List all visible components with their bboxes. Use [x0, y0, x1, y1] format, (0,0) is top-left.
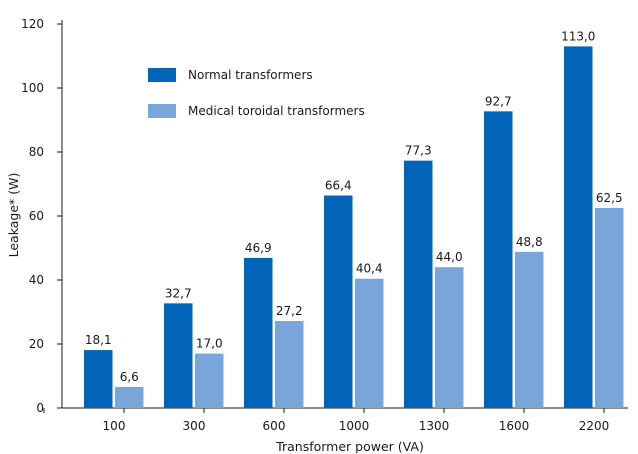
bar-medical-300 [195, 353, 224, 408]
y-axis: 0 20 40 60 80 100 120 [21, 17, 63, 415]
data-label: 92,7 [485, 94, 512, 108]
bar-normal-1300 [404, 160, 433, 408]
bar-normal-2200 [564, 46, 593, 409]
x-tick-label: 100 [103, 419, 126, 433]
legend-swatch [148, 104, 176, 118]
y-tick-label: 0 [36, 401, 44, 415]
data-label: 17,0 [196, 337, 223, 351]
y-tick-label: 80 [29, 145, 44, 159]
data-label: 40,4 [356, 262, 383, 276]
bar-medical-100 [115, 386, 144, 408]
x-tick-label: 2200 [579, 419, 610, 433]
bar-normal-1600 [484, 111, 513, 409]
bar-medical-1000 [355, 278, 384, 408]
y-tick-label: 60 [29, 209, 44, 223]
legend: Normal transformers Medical toroidal tran… [148, 68, 365, 118]
y-tick-label: 100 [21, 81, 44, 95]
data-label: 48,8 [516, 235, 543, 249]
bar-normal-300 [164, 303, 193, 408]
data-label: 77,3 [405, 144, 432, 158]
y-tick-label: 120 [21, 17, 44, 31]
bar-medical-1600 [515, 251, 544, 408]
data-label: 66,4 [325, 179, 352, 193]
x-axis-title: Transformer power (VA) [275, 439, 424, 454]
bars [84, 46, 624, 409]
bar-normal-100 [84, 350, 113, 408]
data-labels: 18,1 32,7 46,9 66,4 77,3 92,7 113,0 6,6 17,0 27,2… [85, 29, 623, 383]
x-tick-label: 600 [263, 419, 286, 433]
x-tick-label: 300 [183, 419, 206, 433]
legend-label: Normal transformers [188, 68, 313, 82]
y-tick-label: 20 [29, 337, 44, 351]
legend-label: Medical toroidal transformers [188, 104, 365, 118]
x-tick-label: 1600 [499, 419, 530, 433]
data-label: 32,7 [165, 286, 192, 300]
bar-medical-600 [275, 320, 304, 408]
x-tick-label: 1300 [419, 419, 450, 433]
data-label: 44,0 [436, 250, 463, 264]
y-tick-label: 40 [29, 273, 44, 287]
data-label: 6,6 [120, 370, 139, 384]
x-tick-label: 1000 [339, 419, 370, 433]
legend-swatch [148, 68, 176, 82]
bar-medical-1300 [435, 267, 464, 408]
data-label: 113,0 [561, 29, 595, 43]
data-label: 62,5 [596, 191, 623, 205]
bar-medical-2200 [595, 208, 624, 408]
x-axis: 100 300 600 1000 1300 1600 2200 [43, 407, 628, 433]
data-label: 46,9 [245, 241, 272, 255]
y-axis-title: Leakage* (W) [6, 173, 21, 258]
data-label: 18,1 [85, 333, 112, 347]
bar-normal-1000 [324, 195, 353, 408]
data-label: 27,2 [276, 304, 303, 318]
bar-normal-600 [244, 257, 273, 408]
